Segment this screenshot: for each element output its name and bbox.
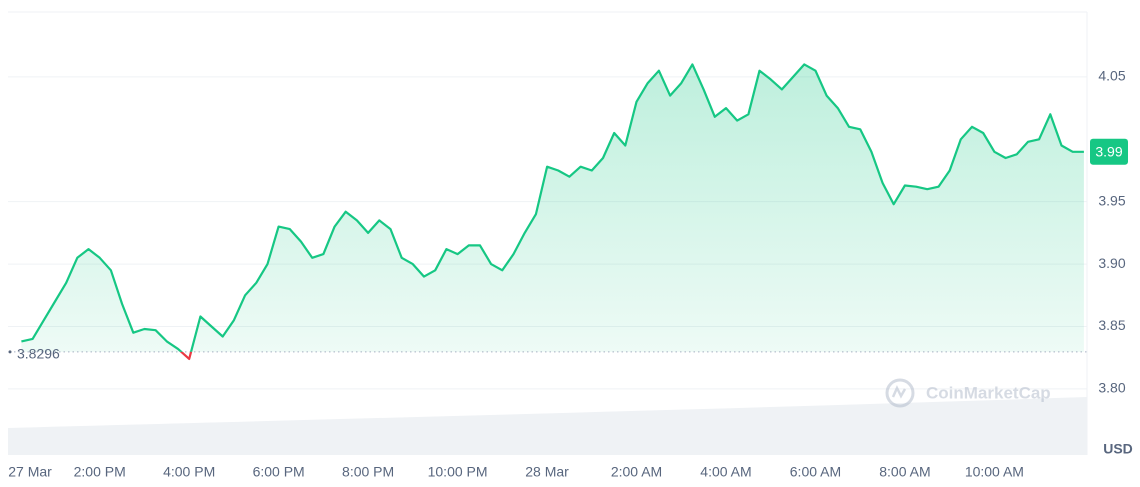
y-tick-label: 4.05 bbox=[1098, 68, 1125, 84]
x-tick-label: 28 Mar bbox=[525, 464, 569, 480]
price-area bbox=[21, 64, 1084, 352]
watermark-logo-mark bbox=[891, 385, 907, 399]
x-tick-label: 27 Mar bbox=[8, 464, 52, 480]
x-tick-label: 6:00 AM bbox=[790, 464, 841, 480]
watermark-text: CoinMarketCap bbox=[926, 383, 1051, 402]
x-tick-label: 10:00 AM bbox=[965, 464, 1024, 480]
reference-label: 3.8296 bbox=[17, 346, 60, 362]
x-tick-label: 10:00 PM bbox=[428, 464, 488, 480]
x-tick-label: 8:00 PM bbox=[342, 464, 394, 480]
x-tick-label: 8:00 AM bbox=[879, 464, 930, 480]
y-tick-label: 3.85 bbox=[1098, 317, 1125, 333]
price-line bbox=[21, 63, 1084, 352]
y-axis-label: USD bbox=[1103, 441, 1133, 457]
y-tick-label: 3.90 bbox=[1098, 255, 1125, 271]
watermark-logo bbox=[885, 378, 915, 408]
volume-area bbox=[8, 397, 1087, 455]
x-tick-label: 4:00 AM bbox=[700, 464, 751, 480]
current-price-label: 3.99 bbox=[1095, 143, 1122, 159]
x-tick-label: 4:00 PM bbox=[163, 464, 215, 480]
x-tick-label: 2:00 PM bbox=[74, 464, 126, 480]
watermark: CoinMarketCap bbox=[885, 378, 1051, 408]
y-tick-label: 3.80 bbox=[1098, 380, 1125, 396]
y-tick-label: 3.95 bbox=[1098, 192, 1125, 208]
reference-dot bbox=[8, 350, 12, 354]
current-price-box bbox=[1090, 138, 1128, 165]
x-tick-label: 6:00 PM bbox=[253, 464, 305, 480]
x-tick-label: 2:00 AM bbox=[611, 464, 662, 480]
